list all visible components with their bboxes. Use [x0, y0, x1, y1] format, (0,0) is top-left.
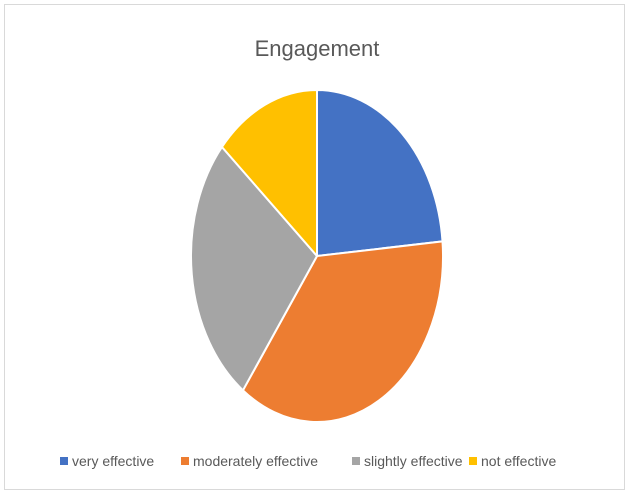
legend-swatch — [60, 457, 68, 465]
chart-title: Engagement — [255, 36, 380, 61]
legend-item: very effective — [60, 453, 154, 469]
legend: very effective moderately effective slight… — [60, 453, 556, 469]
legend-swatch — [352, 457, 360, 465]
legend-label: moderately effective — [193, 453, 318, 469]
legend-label: not effective — [481, 453, 556, 469]
legend-label: very effective — [72, 453, 154, 469]
pie-slice-moderately-effective — [241, 240, 444, 423]
legend-item: moderately effective — [181, 453, 318, 469]
legend-item: slightly effective — [352, 453, 463, 469]
legend-item: not effective — [469, 453, 556, 469]
pie-slice-slightly-effective — [190, 146, 318, 392]
legend-label: slightly effective — [364, 453, 463, 469]
pie-slices — [190, 89, 444, 423]
pie-slice-very-effective — [316, 89, 444, 257]
legend-swatch — [181, 457, 189, 465]
legend-swatch — [469, 457, 477, 465]
pie-slice-not-effective — [220, 89, 318, 257]
